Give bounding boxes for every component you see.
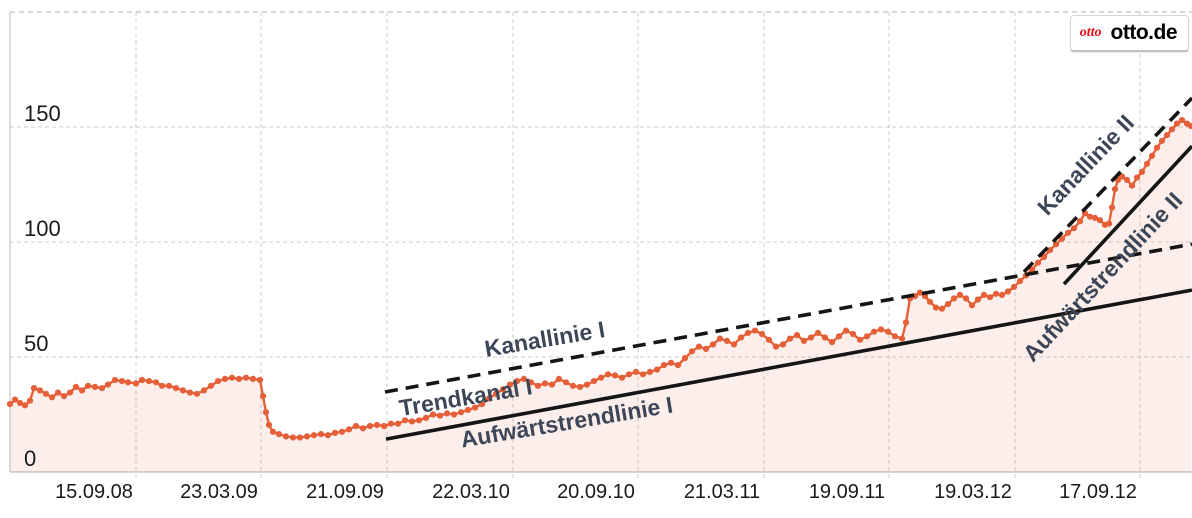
trendline-kanallinie-ii bbox=[1022, 96, 1192, 274]
x-tick-label: 15.09.08 bbox=[55, 481, 133, 503]
gridlines bbox=[9, 11, 1192, 478]
x-axis-labels: 15.09.08 23.03.09 21.09.09 22.03.10 20.09.10… bbox=[55, 481, 1137, 503]
price-markers bbox=[6, 117, 1192, 441]
x-tick-label: 21.03.11 bbox=[684, 481, 760, 503]
otto-site-label: otto.de bbox=[1110, 21, 1178, 44]
trendline-aufwaertstrendlinie-ii bbox=[1062, 144, 1192, 286]
y-tick-label: 0 bbox=[24, 446, 36, 471]
price-area bbox=[10, 120, 1191, 472]
otto-watermark: otto otto.de bbox=[1069, 15, 1189, 52]
x-tick-label: 17.09.12 bbox=[1059, 481, 1137, 503]
otto-logo-icon: otto bbox=[1079, 25, 1102, 40]
y-tick-label: 150 bbox=[24, 101, 61, 126]
y-tick-label: 50 bbox=[24, 331, 48, 356]
x-tick-label: 22.03.10 bbox=[432, 481, 510, 503]
trendline-kanallinie-i bbox=[384, 242, 1192, 394]
x-tick-label: 21.09.09 bbox=[306, 481, 384, 503]
x-tick-label: 19.09.11 bbox=[809, 481, 885, 503]
x-tick-label: 20.09.10 bbox=[557, 481, 635, 503]
x-tick-label: 19.03.12 bbox=[934, 481, 1012, 503]
trendline-aufwaertstrendlinie-i bbox=[385, 288, 1192, 441]
y-axis-labels: 0 50 100 150 bbox=[24, 101, 61, 471]
y-tick-label: 100 bbox=[24, 216, 61, 241]
x-tick-label: 23.03.09 bbox=[180, 481, 258, 503]
